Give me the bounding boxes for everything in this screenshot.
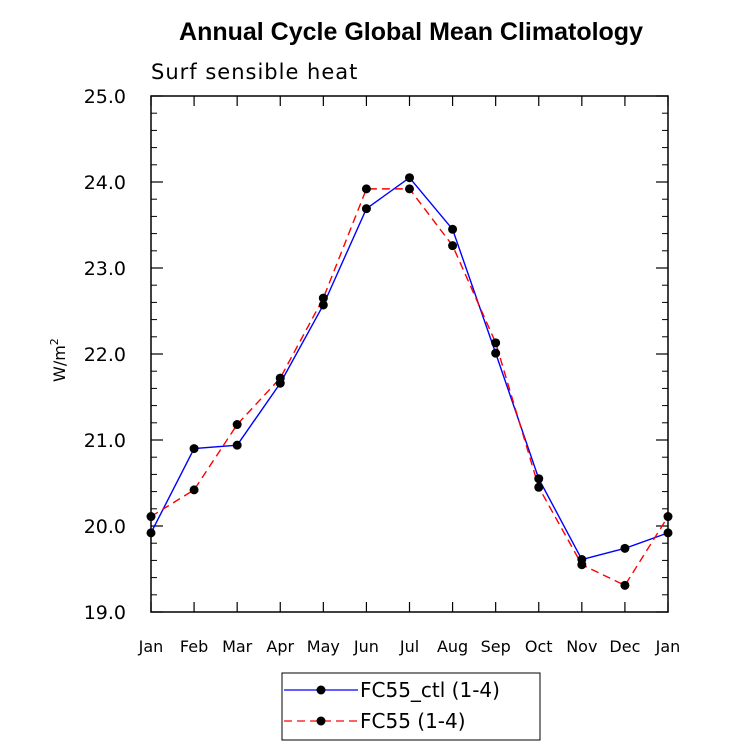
x-tick-label: Oct — [525, 637, 553, 656]
series-0-point — [663, 528, 673, 538]
x-tick-label: Nov — [566, 637, 597, 656]
chart-subtitle: Surf sensible heat — [151, 60, 358, 84]
series-1-point — [448, 241, 458, 251]
legend-label-fc55: FC55 (1-4) — [360, 709, 466, 733]
series-1-point — [275, 373, 285, 383]
x-tick-label: Jan — [655, 637, 681, 656]
series-1-point — [663, 512, 673, 522]
series-0-point — [232, 440, 242, 450]
series-1-point — [189, 485, 199, 495]
series-1-point — [232, 420, 242, 430]
series-0-point — [405, 173, 414, 183]
y-axis-label: W/m2 — [48, 338, 69, 382]
x-tick-label: Jul — [399, 637, 419, 656]
series-0-point — [189, 444, 199, 454]
series-0-point — [448, 224, 458, 234]
x-tick-label: Sep — [481, 637, 511, 656]
series-line-1 — [150, 188, 669, 587]
series-1-point — [620, 580, 630, 590]
series-0-point — [361, 204, 371, 214]
series-1-point — [534, 482, 544, 492]
y-tick-label: 19.0 — [84, 602, 126, 624]
chart-title: Annual Cycle Global Mean Climatology — [179, 18, 643, 46]
y-tick-label: 20.0 — [84, 516, 126, 538]
series-1-point — [318, 293, 328, 303]
x-tick-label: Jun — [353, 637, 379, 656]
legend-marker-fc55-ctl — [316, 685, 326, 695]
series-0-point — [534, 474, 544, 484]
series-1-point — [577, 560, 587, 570]
legend: FC55_ctl (1-4) FC55 (1-4) — [281, 672, 541, 741]
series-line-0 — [150, 176, 669, 561]
series-1-point — [405, 184, 414, 194]
y-axis-label-superscript: 2 — [48, 338, 61, 345]
x-tick-label: Mar — [222, 637, 253, 656]
x-tick-labels: Jan Feb Mar Apr May Jun Jul Aug Sep Oct Nov Dec Jan — [138, 637, 681, 656]
legend-label-fc55-ctl: FC55_ctl (1-4) — [360, 678, 500, 702]
legend-box — [281, 672, 541, 741]
x-tick-label: Jan — [138, 637, 164, 656]
y-tick-label: 25.0 — [84, 86, 126, 108]
x-tick-label: May — [307, 637, 340, 656]
series-0-point — [620, 543, 630, 553]
series-0-point — [146, 528, 156, 538]
x-tick-label: Apr — [266, 637, 294, 656]
series-1-point — [146, 512, 156, 522]
series-0-point — [491, 348, 501, 358]
series-layer — [146, 173, 673, 590]
y-tick-label: 23.0 — [84, 258, 126, 280]
y-tick-labels: 19.0 20.0 21.0 22.0 23.0 24.0 25.0 — [84, 86, 126, 624]
series-0-point — [318, 300, 328, 310]
x-tick-label: Dec — [609, 637, 640, 656]
series-1-point — [361, 184, 371, 194]
y-tick-label: 24.0 — [84, 172, 126, 194]
x-tick-label: Aug — [437, 637, 468, 656]
y-tick-label: 22.0 — [84, 344, 126, 366]
x-tick-label: Feb — [180, 637, 208, 656]
y-tick-label: 21.0 — [84, 430, 126, 452]
series-1-point — [491, 338, 501, 348]
legend-marker-fc55 — [316, 716, 326, 726]
axis-ticks — [150, 95, 669, 613]
y-axis-label-unit: W/m — [50, 345, 69, 382]
